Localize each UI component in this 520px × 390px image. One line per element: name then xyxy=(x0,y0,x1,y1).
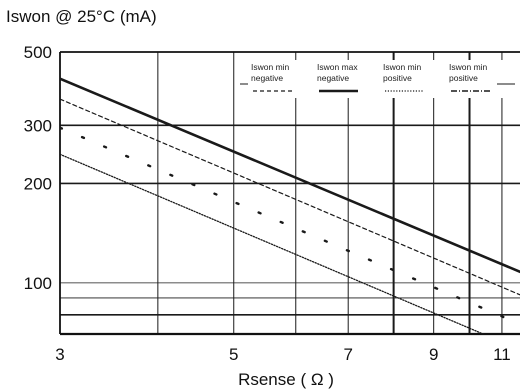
y-axis-title: Iswon @ 25°C (mA) xyxy=(6,7,157,26)
series-line xyxy=(60,77,520,274)
x-tick-label: 5 xyxy=(229,345,238,364)
legend-box xyxy=(240,60,515,98)
legend-label: positive xyxy=(383,73,412,83)
x-tick-label: 3 xyxy=(55,345,64,364)
y-tick-label: 500 xyxy=(24,43,52,62)
x-tick-label: 11 xyxy=(493,345,511,364)
series-line xyxy=(60,126,520,326)
series-line xyxy=(60,98,520,296)
y-tick-label: 200 xyxy=(24,174,52,193)
legend-label: Iswon min xyxy=(383,62,422,72)
y-tick-label: 100 xyxy=(24,274,52,293)
y-tick-label: 300 xyxy=(24,116,52,135)
legend-label: negative xyxy=(251,73,283,83)
x-tick-label: 9 xyxy=(429,345,438,364)
legend-label: Iswon max xyxy=(317,62,358,72)
x-tick-label: 7 xyxy=(343,345,352,364)
legend-label: negative xyxy=(317,73,349,83)
legend-label: Iswon min xyxy=(251,62,290,72)
legend-label: Iswon min xyxy=(449,62,488,72)
x-axis-title: Rsense ( Ω ) xyxy=(238,370,334,389)
series-line xyxy=(60,153,485,334)
legend-label: positive xyxy=(449,73,478,83)
